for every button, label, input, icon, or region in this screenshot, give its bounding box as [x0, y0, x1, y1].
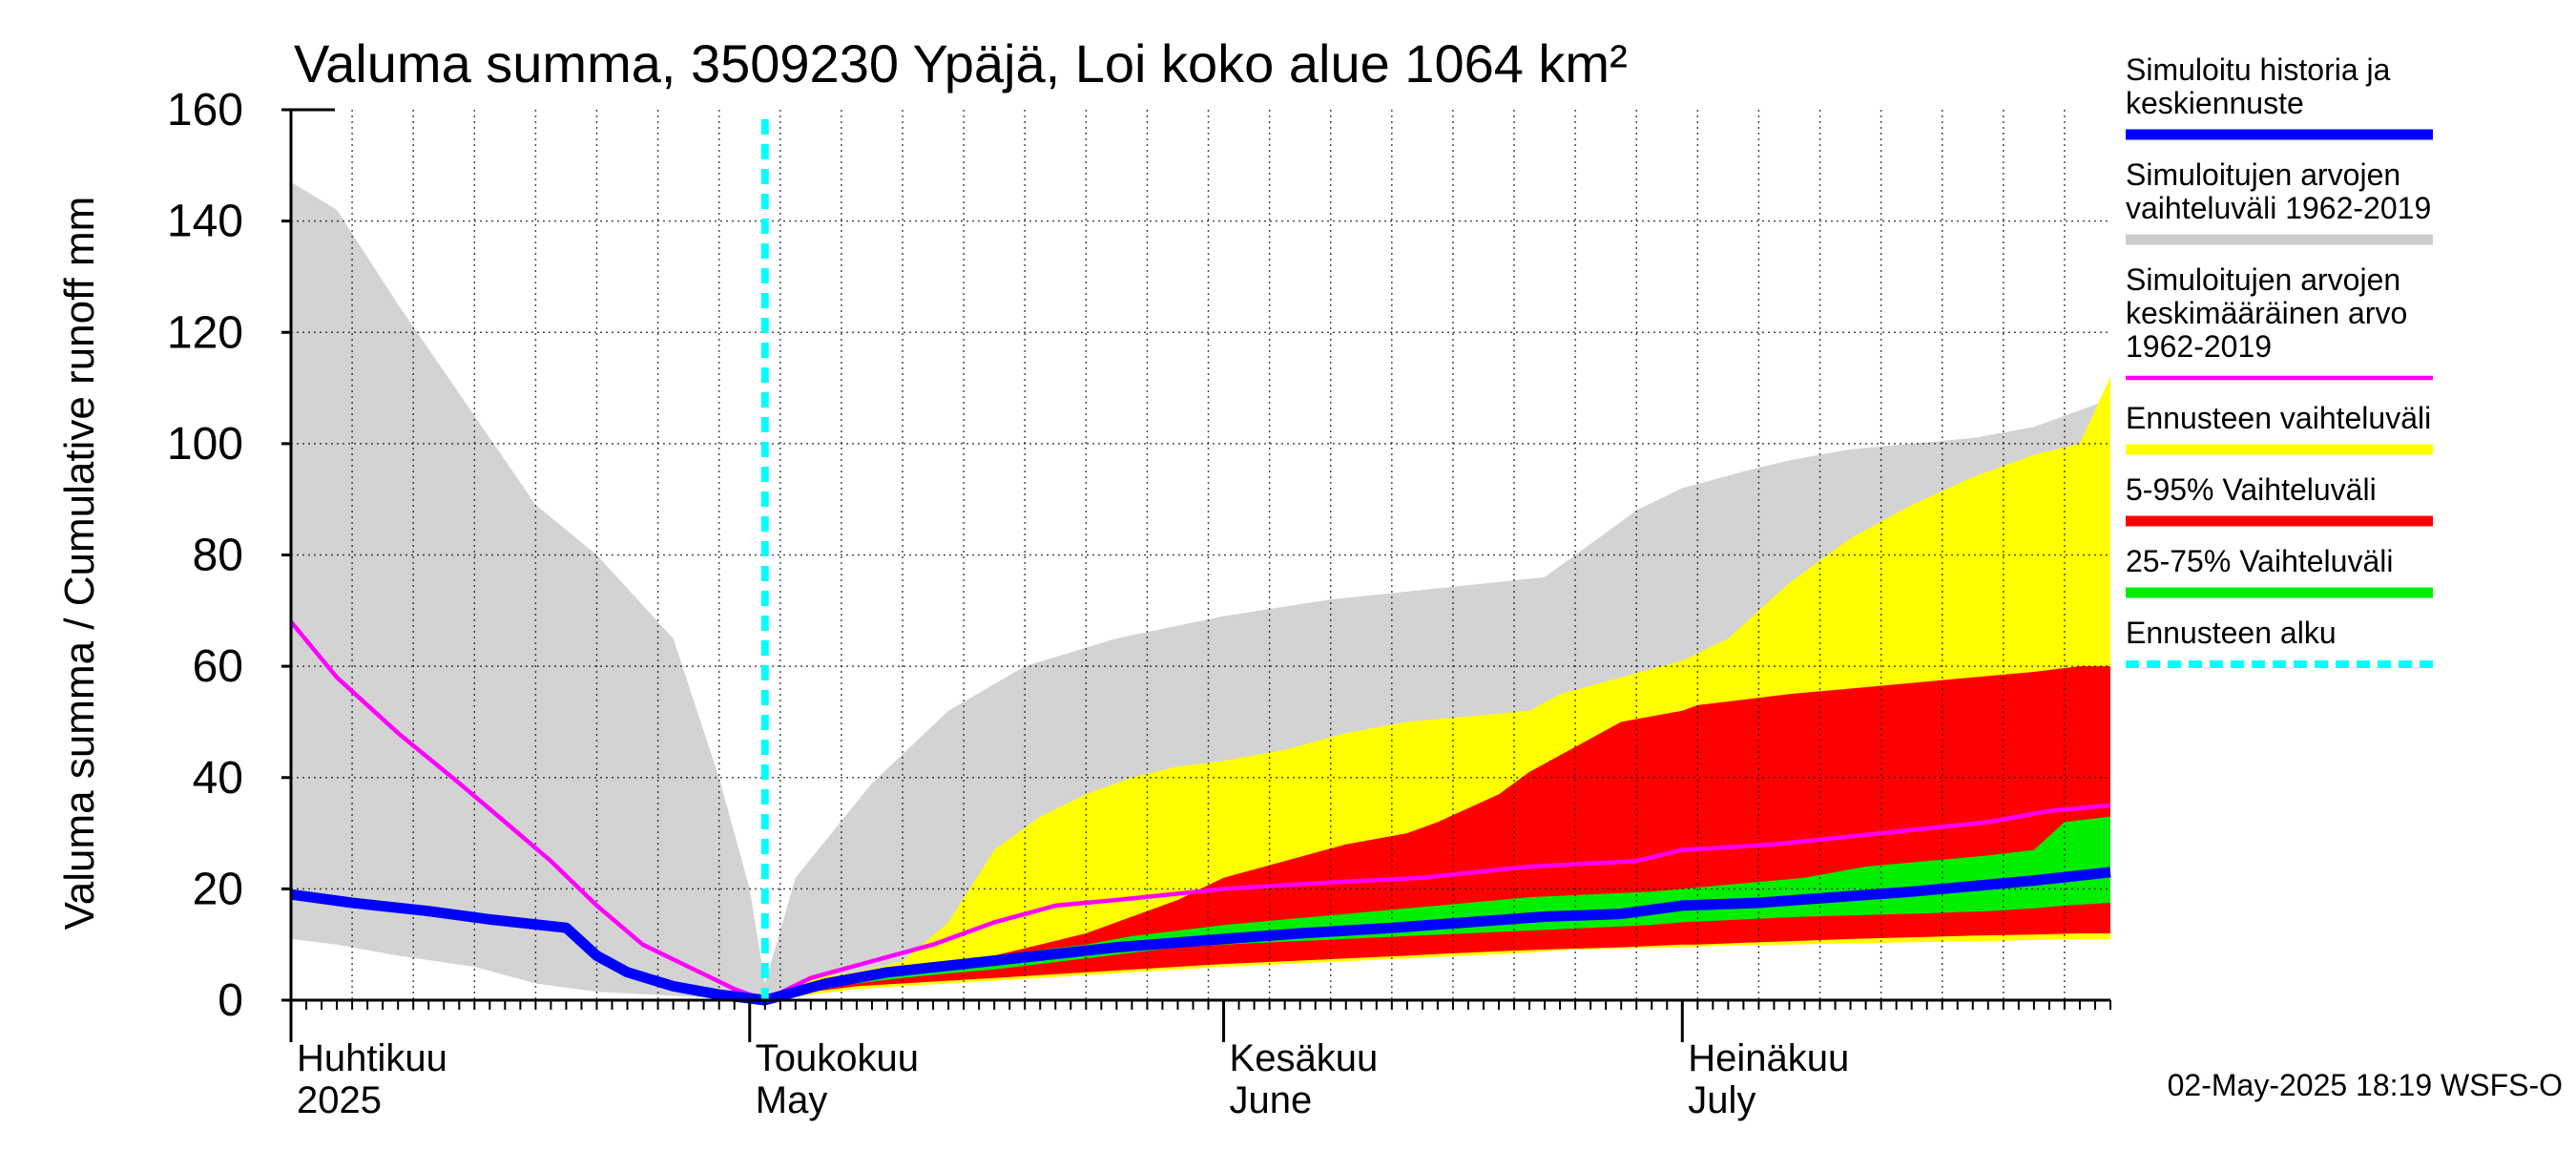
month-sublabel: May: [756, 1079, 828, 1121]
legend-label: Simuloitujen arvojen: [2126, 262, 2400, 297]
legend-label: vaihteluväli 1962-2019: [2126, 191, 2431, 225]
forecast-bands: [291, 181, 2110, 1001]
y-tick-label: 60: [193, 641, 243, 692]
y-tick-label: 100: [167, 419, 243, 470]
timestamp-footer: 02-May-2025 18:19 WSFS-O: [2168, 1068, 2563, 1102]
y-tick-label: 120: [167, 307, 243, 358]
legend-label: Ennusteen alku: [2126, 616, 2337, 650]
legend-label: 25-75% Vaihteluväli: [2126, 544, 2393, 578]
legend-label: Simuloitujen arvojen: [2126, 157, 2400, 192]
month-sublabel: June: [1230, 1079, 1313, 1121]
month-sublabel: 2025: [297, 1079, 382, 1121]
legend-label: keskiennuste: [2126, 86, 2304, 120]
month-label: Kesäkuu: [1230, 1037, 1379, 1079]
legend-label: Simuloitu historia ja: [2126, 52, 2391, 87]
legend-label: keskimääräinen arvo: [2126, 296, 2407, 330]
series-line-0: [289, 620, 2111, 1003]
chart-title: Valuma summa, 3509230 Ypäjä, Loi koko al…: [294, 33, 1628, 94]
y-tick-label: 80: [193, 531, 243, 581]
month-sublabel: July: [1688, 1079, 1755, 1121]
series-line-1: [290, 867, 2111, 1006]
y-tick-label: 160: [167, 85, 243, 136]
month-label: Huhtikuu: [297, 1037, 447, 1079]
month-label: Heinäkuu: [1688, 1037, 1849, 1079]
y-tick-label: 0: [218, 975, 243, 1026]
y-tick-label: 20: [193, 864, 243, 914]
y-axis-label: Valuma summa / Cumulative runoff mm: [56, 197, 103, 930]
legend-label: Ennusteen vaihteluväli: [2126, 401, 2431, 435]
y-tick-label: 40: [193, 753, 243, 804]
y-tick-label: 140: [167, 197, 243, 247]
series-lines: [289, 119, 2111, 1006]
month-label: Toukokuu: [756, 1037, 919, 1079]
band-3: [764, 816, 2110, 1000]
legend-label: 5-95% Vaihteluväli: [2126, 472, 2377, 507]
legend-label: 1962-2019: [2126, 329, 2272, 364]
